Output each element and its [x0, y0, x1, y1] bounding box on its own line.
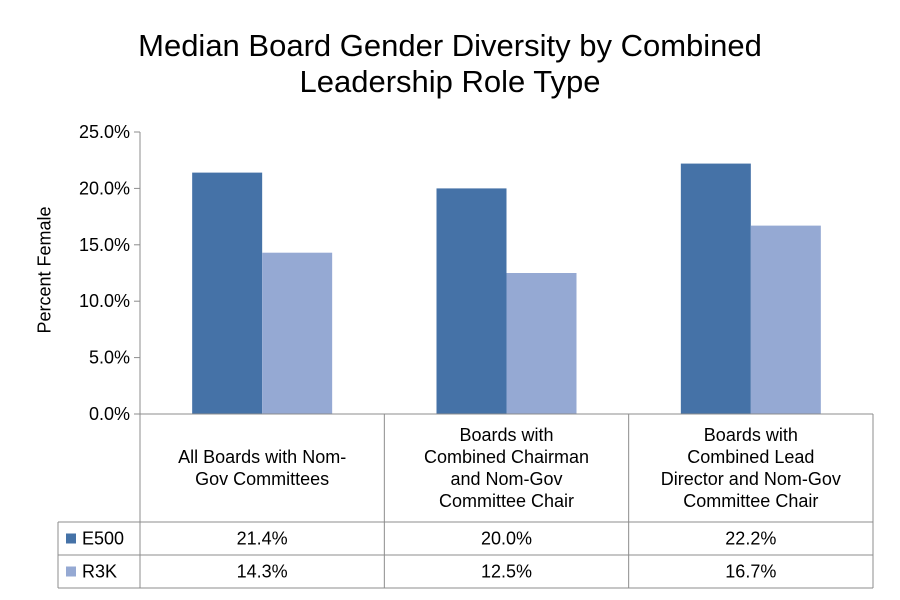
- legend-label: R3K: [82, 562, 117, 582]
- y-tick-label: 25.0%: [79, 122, 130, 142]
- chart-title-line-1: Median Board Gender Diversity by Combine…: [138, 28, 762, 63]
- category-label: Committee Chair: [683, 491, 818, 511]
- y-tick-label: 15.0%: [79, 235, 130, 255]
- category-label: All Boards with Nom-: [178, 447, 346, 467]
- legend-key-r3k: [66, 566, 76, 577]
- legend-key-e500: [66, 533, 76, 544]
- data-label: 21.4%: [237, 529, 288, 549]
- category-label: Combined Chairman: [424, 447, 589, 467]
- bar-r3k: [506, 273, 577, 414]
- bar-e500: [680, 163, 751, 414]
- category-label: Committee Chair: [439, 491, 574, 511]
- data-label: 20.0%: [481, 529, 532, 549]
- y-tick-label: 10.0%: [79, 291, 130, 311]
- y-tick-label: 5.0%: [89, 348, 130, 368]
- category-label: Gov Committees: [195, 469, 329, 489]
- category-label: Boards with: [459, 425, 553, 445]
- bar-e500: [192, 172, 263, 414]
- category-label: Director and Nom-Gov: [661, 469, 841, 489]
- data-label: 12.5%: [481, 562, 532, 582]
- chart-title-line-2: Leadership Role Type: [299, 64, 601, 99]
- bar-e500: [436, 188, 507, 414]
- bar-r3k: [262, 252, 333, 414]
- category-label: and Nom-Gov: [450, 469, 562, 489]
- data-label: 16.7%: [725, 562, 776, 582]
- y-tick-label: 0.0%: [89, 404, 130, 424]
- bar-r3k: [750, 225, 821, 414]
- legend-label: E500: [82, 529, 124, 549]
- y-tick-label: 20.0%: [79, 178, 130, 198]
- data-label: 22.2%: [725, 529, 776, 549]
- category-label: Boards with: [704, 425, 798, 445]
- data-label: 14.3%: [237, 562, 288, 582]
- category-label: Combined Lead: [687, 447, 814, 467]
